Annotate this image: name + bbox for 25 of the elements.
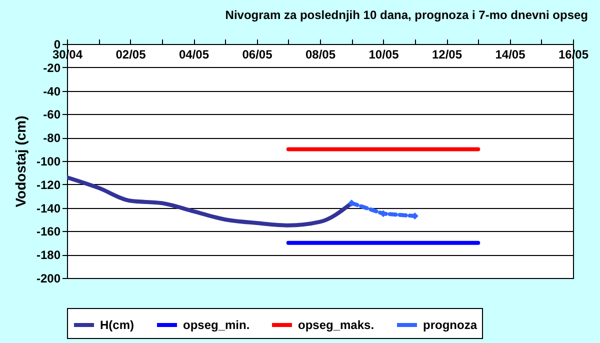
legend-label: opseg_min. (183, 318, 250, 332)
y-tick-label: 0 (54, 38, 61, 52)
y-tick-label: -100 (36, 154, 61, 168)
x-tick-label: 08/05 (305, 48, 336, 62)
y-tick-label: -180 (36, 248, 61, 262)
x-tick-label: 12/05 (432, 48, 462, 62)
y-tick-label: -160 (36, 224, 61, 239)
x-tick-label: 10/05 (368, 48, 400, 62)
chart-title: Nivogram za poslednjih 10 dana, prognoza i 7-mo dnevni opseg (225, 8, 588, 22)
x-tick-label: 04/05 (178, 48, 210, 62)
legend-label: H(cm) (100, 318, 134, 332)
y-tick-label: -40 (43, 84, 61, 98)
y-tick-label: -20 (43, 60, 61, 75)
y-tick-label: -60 (43, 108, 61, 122)
legend-label: opseg_maks. (298, 318, 374, 332)
y-tick-label: -200 (36, 272, 61, 286)
y-tick-label: -120 (36, 178, 61, 192)
x-tick-label: 02/05 (116, 48, 146, 62)
x-tick-label: 14/05 (495, 48, 526, 62)
line-series (67, 175, 354, 228)
legend-label: prognoza (423, 318, 478, 332)
y-tick-label: -80 (43, 131, 61, 146)
y-tick-label: -140 (36, 201, 61, 216)
y-axis-title: Vodostaj (cm) (12, 116, 28, 208)
x-tick-label: 06/05 (242, 48, 273, 62)
